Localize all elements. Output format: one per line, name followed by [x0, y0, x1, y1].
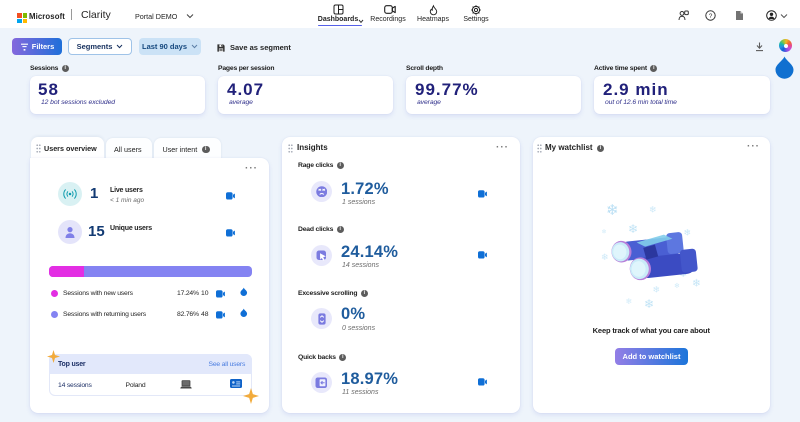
svg-text:?: ?: [709, 13, 713, 20]
svg-text:❄: ❄: [653, 285, 661, 295]
svg-text:❄: ❄: [628, 222, 638, 236]
svg-text:❄: ❄: [644, 297, 654, 311]
svg-text:❄: ❄: [674, 282, 680, 290]
svg-text:❄: ❄: [606, 202, 619, 219]
svg-text:❄: ❄: [602, 229, 607, 236]
svg-text:❄: ❄: [626, 297, 633, 306]
svg-text:❄: ❄: [679, 269, 687, 280]
svg-text:❄: ❄: [692, 278, 701, 290]
svg-text:❄: ❄: [601, 252, 609, 262]
svg-text:❄: ❄: [649, 205, 657, 215]
svg-text:❄: ❄: [684, 228, 692, 238]
